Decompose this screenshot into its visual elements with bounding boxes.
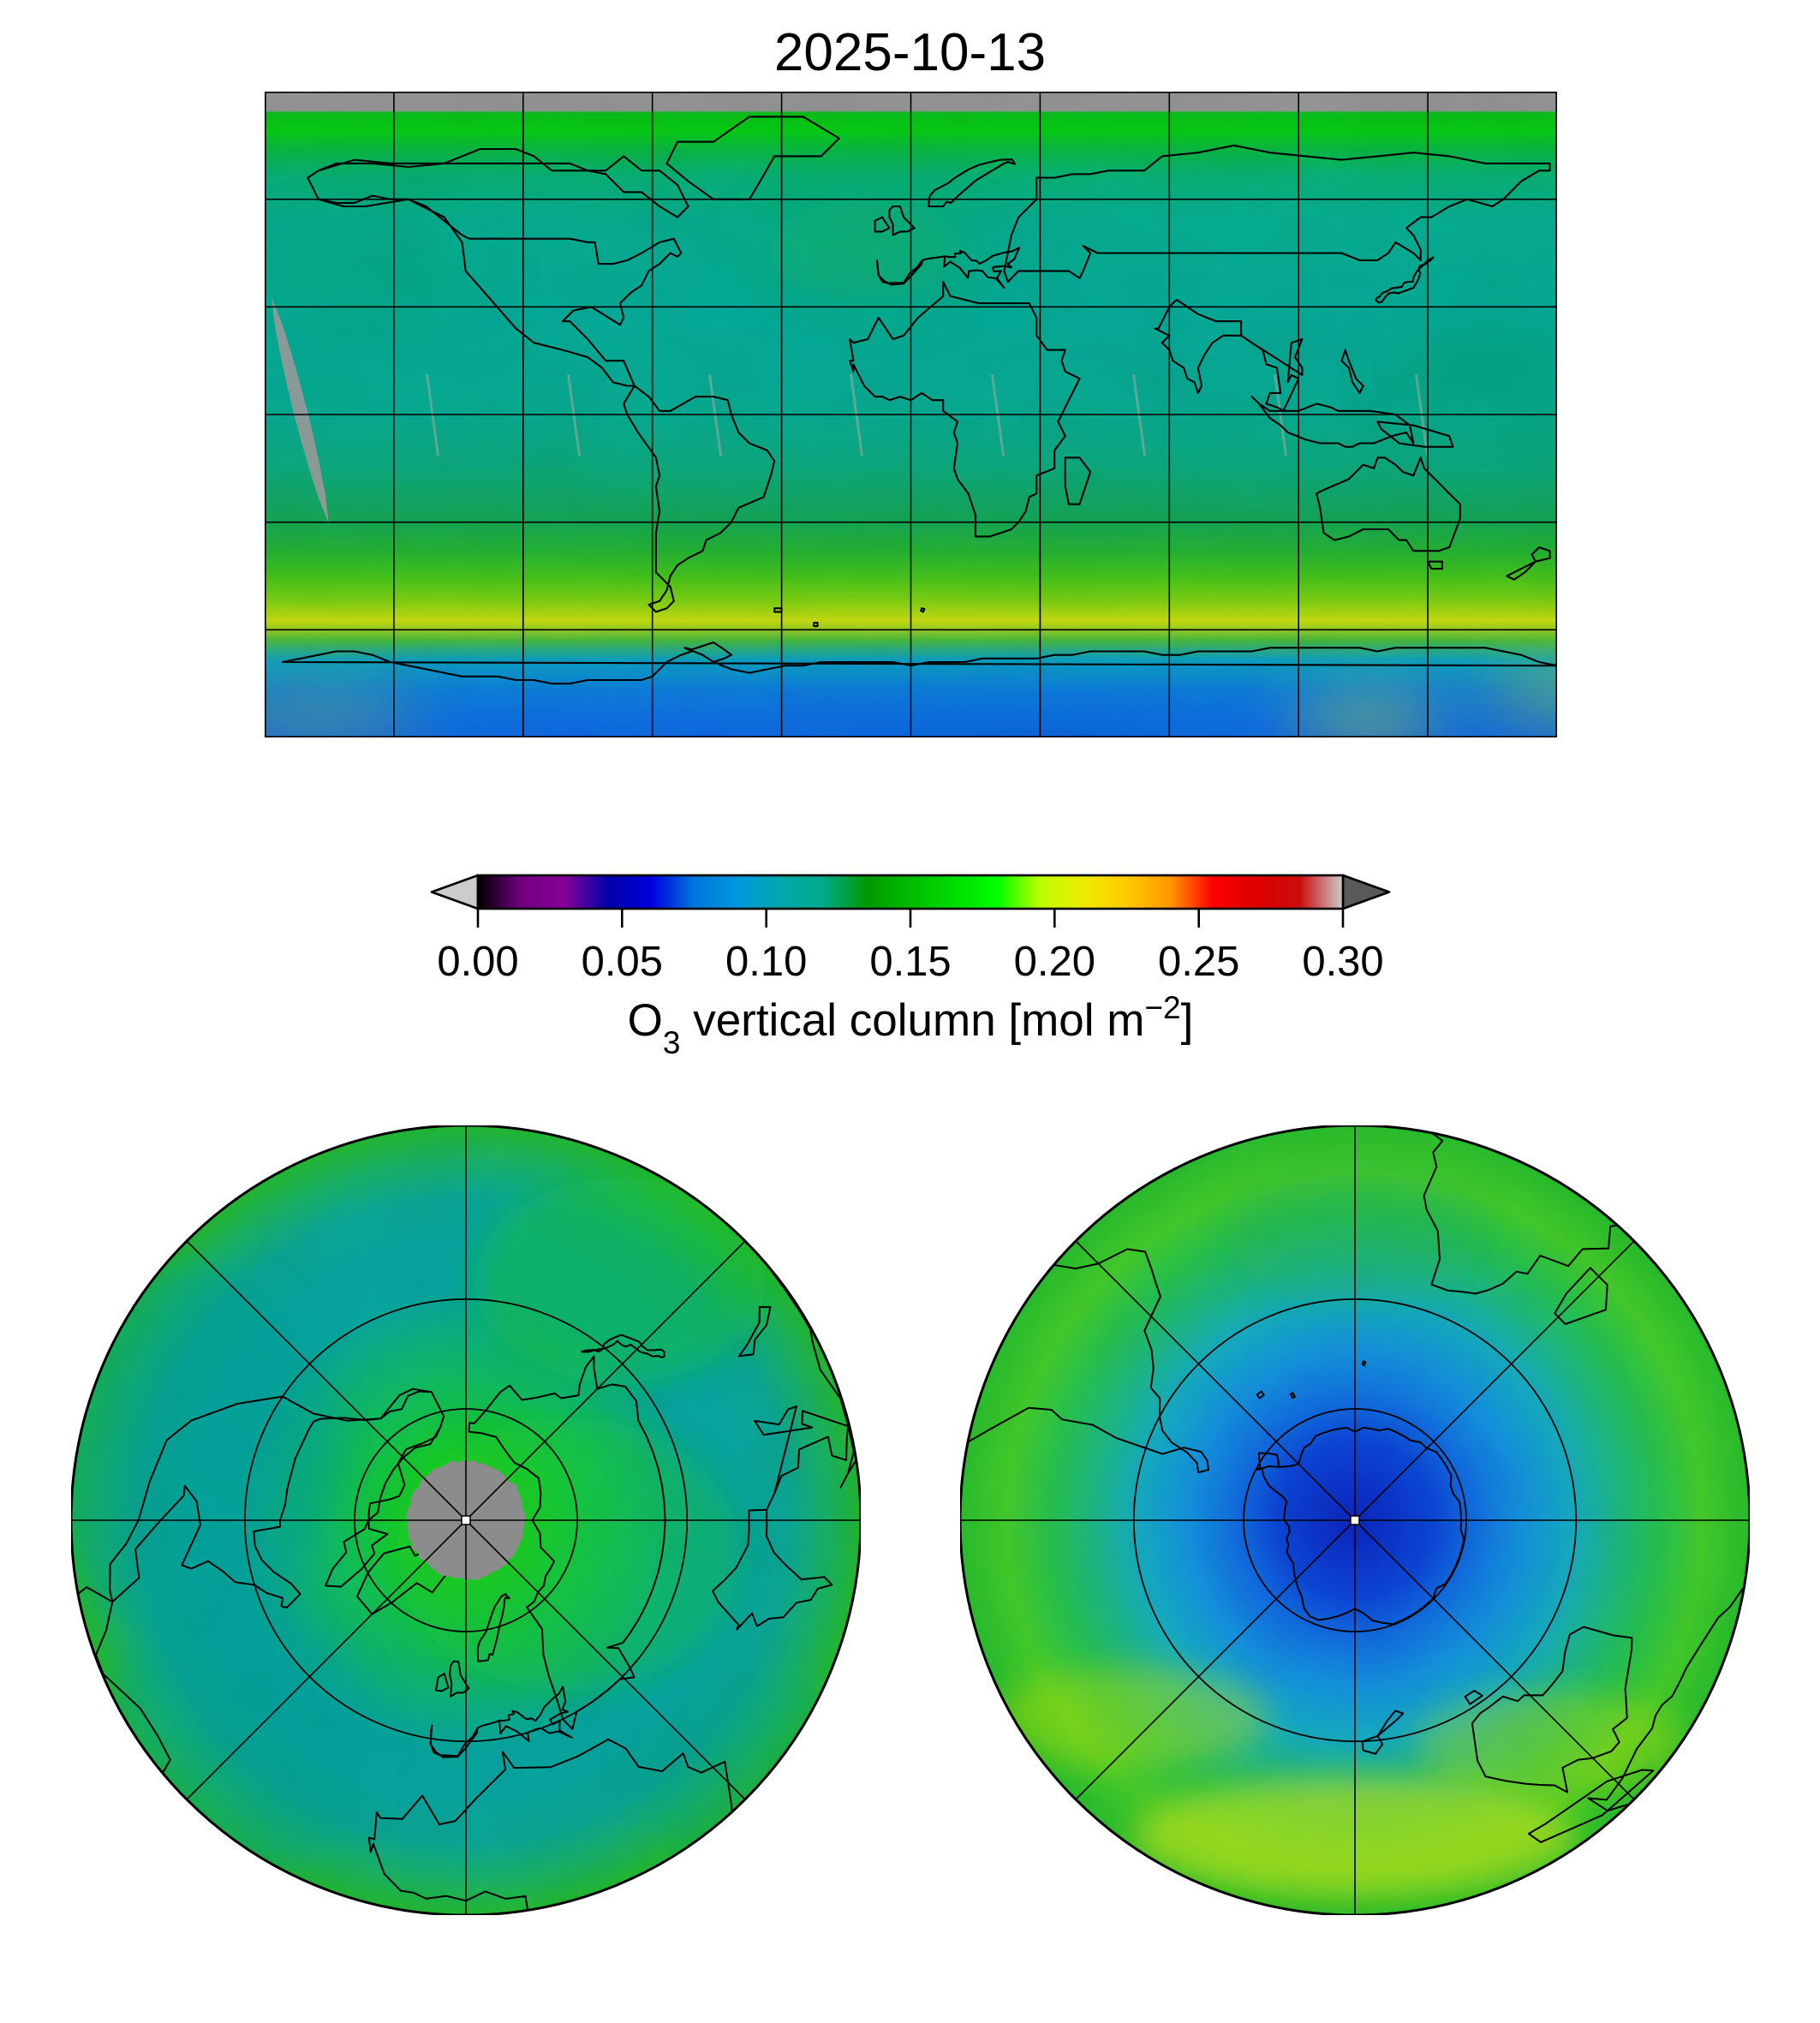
svg-text:0.05: 0.05 xyxy=(582,939,663,985)
svg-text:O3 vertical column [mol m−2]: O3 vertical column [mol m−2] xyxy=(628,990,1194,1060)
svg-text:0.25: 0.25 xyxy=(1158,939,1239,985)
svg-text:0.10: 0.10 xyxy=(725,939,807,985)
svg-text:0.00: 0.00 xyxy=(437,939,518,985)
svg-text:0.20: 0.20 xyxy=(1014,939,1095,985)
svg-text:0.15: 0.15 xyxy=(869,939,951,985)
svg-text:0.30: 0.30 xyxy=(1302,939,1383,985)
